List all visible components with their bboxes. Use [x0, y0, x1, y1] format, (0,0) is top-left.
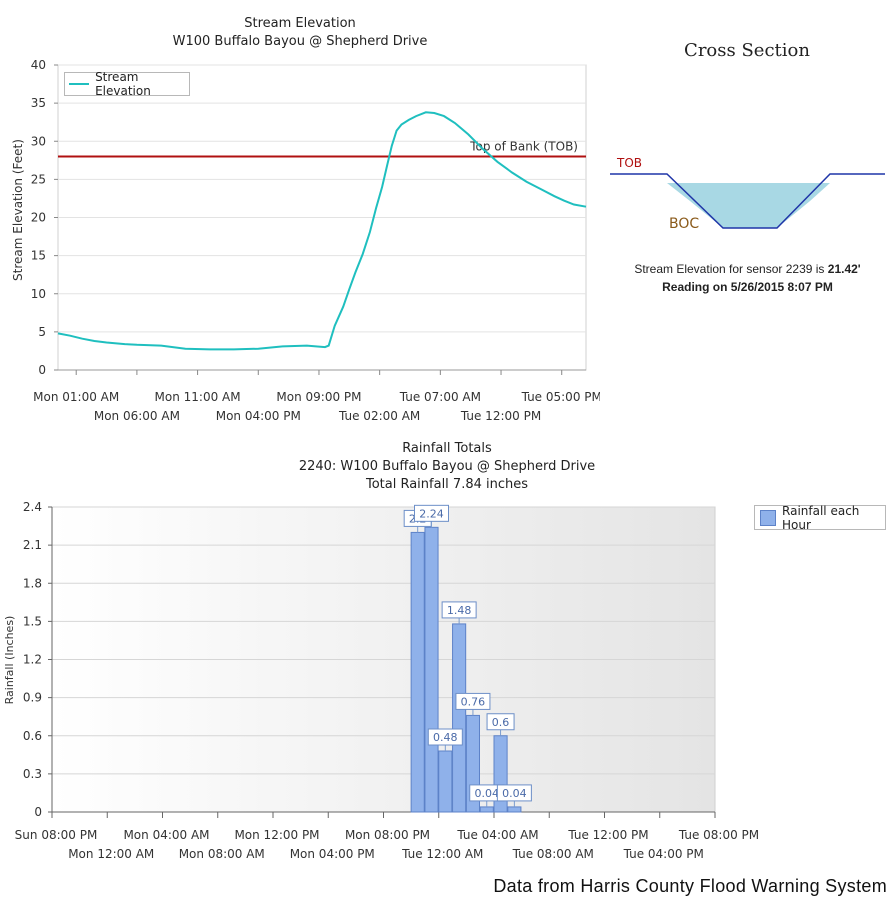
stream-y-tick-label: 35 — [31, 96, 46, 110]
reading-prefix: Stream Elevation for sensor 2239 is — [634, 262, 828, 276]
rain-data-label-box — [427, 728, 463, 746]
rain-gridlines — [52, 506, 715, 813]
rain-data-label: 0.6 — [492, 716, 510, 729]
rain-x-tick-label: Tue 12:00 AM — [401, 847, 483, 861]
water-fill — [667, 183, 830, 228]
stream-y-tick-label: 0 — [38, 363, 46, 377]
rain-x-tick-label: Tue 08:00 PM — [678, 828, 759, 842]
rain-x-tick-label: Mon 12:00 PM — [234, 828, 319, 842]
sensor-reading: Stream Elevation for sensor 2239 is 21.4… — [605, 262, 890, 276]
rain-x-tick-label: Tue 12:00 PM — [567, 828, 648, 842]
rain-legend: Rainfall each Hour — [754, 503, 886, 532]
rain-x-tick-label: Mon 12:00 AM — [68, 847, 154, 861]
stream-x-ticks: Mon 01:00 AM Mon 06:00 AM Mon 11:00 AM Mon … — [33, 369, 600, 423]
rain-y-axis-label: Rainfall (Inches) — [3, 616, 16, 705]
cross-section-diagram: TOB BOC — [610, 156, 885, 232]
rain-data-label-box — [455, 692, 491, 710]
stream-x-tick-label: Mon 04:00 PM — [216, 409, 301, 423]
stream-legend-swatch — [69, 83, 90, 85]
rain-x-tick-label: Tue 04:00 AM — [456, 828, 538, 842]
rain-y-tick-label: 1.8 — [23, 576, 42, 590]
stream-elevation-line — [57, 111, 587, 351]
rain-data-label: 1.48 — [447, 604, 472, 617]
stream-y-tick-label: 15 — [31, 249, 46, 263]
stream-x-tick-label: Mon 11:00 AM — [155, 390, 241, 404]
rain-data-label-box — [441, 601, 477, 619]
rain-x-tick-label: Tue 08:00 AM — [512, 847, 594, 861]
rain-x-tick-label: Mon 08:00 AM — [179, 847, 265, 861]
rain-y-tick-label: 0.3 — [23, 767, 42, 781]
rain-legend-label: Rainfall each Hour — [782, 503, 860, 532]
rain-x-tick-label: Mon 04:00 PM — [290, 847, 375, 861]
stream-x-tick-label: Mon 09:00 PM — [276, 390, 361, 404]
rain-data-label-box — [496, 784, 532, 802]
rain-chart-subtitle: 2240: W100 Buffalo Bayou @ Shepherd Driv… — [298, 459, 596, 474]
reading-value: 21.42' — [827, 262, 861, 276]
rain-y-tick-label: 1.5 — [23, 614, 42, 628]
rain-x-ticks: Sun 08:00 PM Mon 12:00 AM Mon 04:00 AM Mon … — [15, 507, 759, 861]
stream-y-tick-label: 30 — [31, 134, 46, 148]
channel-outline — [610, 173, 885, 229]
cross-section-title: Cross Section — [684, 40, 810, 61]
rain-legend-swatch — [760, 509, 777, 526]
rain-data-label: 2.24 — [419, 507, 444, 520]
tob-label: TOB — [616, 156, 642, 170]
stream-legend-label: Stream Elevation — [95, 70, 151, 98]
stream-y-ticks: 0 5 10 15 20 25 30 35 40 — [31, 58, 58, 377]
rain-bar — [424, 526, 439, 813]
stream-chart-title: Stream Elevation — [244, 16, 356, 31]
rain-bar — [479, 806, 494, 813]
rain-data-label: 0.04 — [502, 787, 527, 800]
stream-x-tick-label: Tue 12:00 PM — [460, 409, 541, 423]
stream-y-tick-label: 20 — [31, 211, 46, 225]
rain-data-label-box — [486, 713, 515, 731]
rain-chart-title: Rainfall Totals — [402, 441, 492, 456]
rain-x-tick-label: Mon 08:00 PM — [345, 828, 430, 842]
rain-data-labels: 2.22.240.481.480.760.040.60.04 — [403, 504, 532, 807]
boc-label: BOC — [669, 216, 699, 232]
rainfall-chart: 0 0.3 0.6 0.9 1.2 1.5 1.8 2.1 2.4 Sun 08:00 PM Mo… — [3, 500, 759, 861]
stream-y-tick-label: 25 — [31, 172, 46, 186]
rain-x-tick-label: Tue 04:00 PM — [623, 847, 704, 861]
rain-bar — [410, 531, 425, 813]
rain-y-tick-label: 0 — [34, 805, 42, 819]
rain-y-tick-label: 0.6 — [23, 729, 42, 743]
stream-elevation-chart: 0 5 10 15 20 25 30 35 40 Mon 01:00 AM Mon 06:00 A… — [11, 58, 600, 423]
rain-y-tick-label: 0.9 — [23, 691, 42, 705]
rain-y-ticks: 0 0.3 0.6 0.9 1.2 1.5 1.8 2.1 2.4 — [23, 500, 52, 819]
stream-x-tick-label: Tue 05:00 PM — [521, 390, 600, 404]
stream-x-tick-label: Tue 02:00 AM — [338, 409, 420, 423]
data-source-footer: Data from Harris County Flood Warning Sy… — [493, 876, 887, 896]
stream-series — [57, 111, 587, 351]
rain-y-tick-label: 1.2 — [23, 653, 42, 667]
stream-y-tick-label: 5 — [38, 325, 46, 339]
rain-y-tick-label: 2.4 — [23, 500, 42, 514]
tob-threshold: Top of Bank (TOB) — [58, 140, 586, 158]
stream-x-tick-label: Mon 01:00 AM — [33, 390, 119, 404]
stream-y-axis-label: Stream Elevation (Feet) — [11, 139, 25, 281]
rain-chart-total: Total Rainfall 7.84 inches — [365, 477, 529, 492]
stream-x-tick-label: Mon 06:00 AM — [94, 409, 180, 423]
reading-time: Reading on 5/26/2015 8:07 PM — [662, 280, 833, 294]
rain-x-tick-label: Sun 08:00 PM — [15, 828, 98, 842]
rain-bar — [438, 750, 453, 813]
stream-legend: Stream Elevation — [64, 70, 190, 98]
rain-x-tick-label: Mon 04:00 AM — [123, 828, 209, 842]
rain-data-label-box — [413, 504, 449, 522]
rain-y-tick-label: 2.1 — [23, 538, 42, 552]
rain-bar — [507, 806, 522, 813]
stream-y-tick-label: 40 — [31, 58, 46, 72]
stream-y-tick-label: 10 — [31, 287, 46, 301]
rain-data-label: 0.04 — [474, 787, 499, 800]
rain-data-label: 0.76 — [461, 695, 486, 708]
rain-data-label: 0.48 — [433, 731, 458, 744]
tob-line-label: Top of Bank (TOB) — [469, 140, 578, 154]
rain-bar — [452, 623, 467, 813]
stream-x-tick-label: Tue 07:00 AM — [399, 390, 481, 404]
stream-chart-subtitle: W100 Buffalo Bayou @ Shepherd Drive — [172, 34, 428, 49]
